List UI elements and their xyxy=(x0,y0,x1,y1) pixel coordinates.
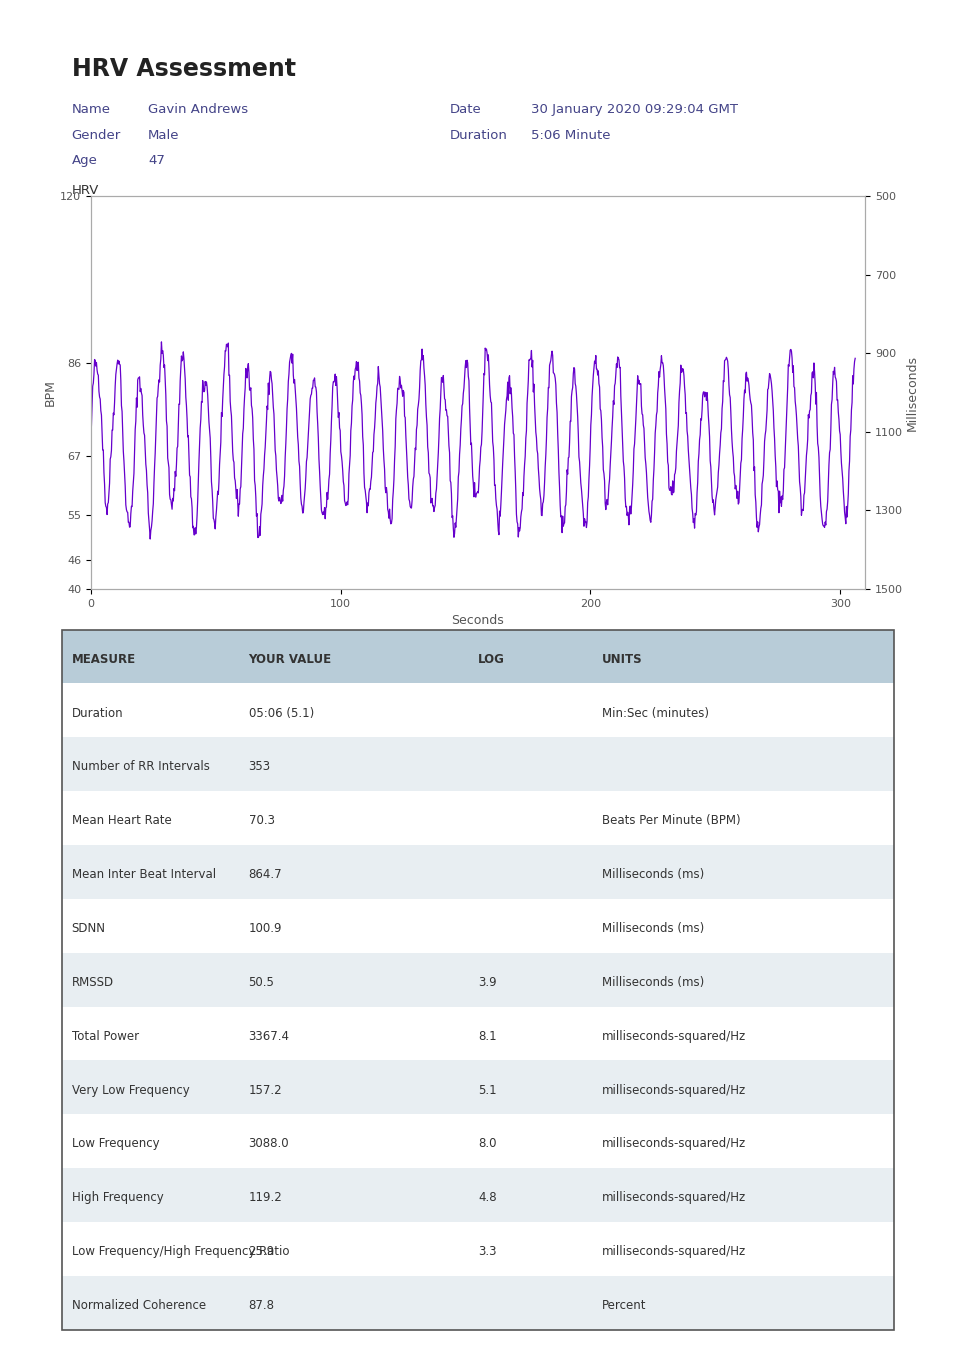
Text: milliseconds-squared/Hz: milliseconds-squared/Hz xyxy=(602,1137,747,1151)
Text: Date: Date xyxy=(449,103,481,116)
Text: milliseconds-squared/Hz: milliseconds-squared/Hz xyxy=(602,1029,747,1043)
Text: YOUR VALUE: YOUR VALUE xyxy=(249,653,332,666)
Text: UNITS: UNITS xyxy=(602,653,642,666)
Text: 100.9: 100.9 xyxy=(249,922,282,936)
Text: Name: Name xyxy=(72,103,111,116)
Text: 30 January 2020 09:29:04 GMT: 30 January 2020 09:29:04 GMT xyxy=(531,103,738,116)
Text: MEASURE: MEASURE xyxy=(72,653,136,666)
Text: 70.3: 70.3 xyxy=(249,814,274,827)
Text: 50.5: 50.5 xyxy=(249,976,274,988)
Text: Low Frequency/High Frequency Ratio: Low Frequency/High Frequency Ratio xyxy=(72,1246,290,1258)
Text: milliseconds-squared/Hz: milliseconds-squared/Hz xyxy=(602,1192,747,1204)
Text: Mean Inter Beat Interval: Mean Inter Beat Interval xyxy=(72,868,216,881)
Text: Total Power: Total Power xyxy=(72,1029,139,1043)
Text: Male: Male xyxy=(148,129,180,142)
Text: 05:06 (5.1): 05:06 (5.1) xyxy=(249,707,314,719)
Text: Very Low Frequency: Very Low Frequency xyxy=(72,1083,189,1097)
Text: RMSSD: RMSSD xyxy=(72,976,114,988)
Y-axis label: Milliseconds: Milliseconds xyxy=(905,355,919,431)
Text: Milliseconds (ms): Milliseconds (ms) xyxy=(602,976,705,988)
X-axis label: Seconds: Seconds xyxy=(451,615,505,627)
Text: Milliseconds (ms): Milliseconds (ms) xyxy=(602,868,705,881)
Text: Milliseconds (ms): Milliseconds (ms) xyxy=(602,922,705,936)
Text: 3.3: 3.3 xyxy=(478,1246,496,1258)
Text: milliseconds-squared/Hz: milliseconds-squared/Hz xyxy=(602,1246,747,1258)
Text: LOG: LOG xyxy=(478,653,505,666)
Text: Beats Per Minute (BPM): Beats Per Minute (BPM) xyxy=(602,814,741,827)
Text: 87.8: 87.8 xyxy=(249,1298,274,1312)
Text: 8.1: 8.1 xyxy=(478,1029,496,1043)
Text: Gender: Gender xyxy=(72,129,121,142)
Text: 864.7: 864.7 xyxy=(249,868,282,881)
Text: Normalized Coherence: Normalized Coherence xyxy=(72,1298,206,1312)
Text: Low Frequency: Low Frequency xyxy=(72,1137,160,1151)
Text: 25.9: 25.9 xyxy=(249,1246,274,1258)
Text: Duration: Duration xyxy=(72,707,123,719)
Text: Min:Sec (minutes): Min:Sec (minutes) xyxy=(602,707,709,719)
Text: Percent: Percent xyxy=(602,1298,647,1312)
Text: 353: 353 xyxy=(249,761,271,773)
Text: Gavin Andrews: Gavin Andrews xyxy=(148,103,249,116)
Text: HRV Assessment: HRV Assessment xyxy=(72,57,295,81)
Text: SDNN: SDNN xyxy=(72,922,106,936)
Text: Duration: Duration xyxy=(449,129,508,142)
Text: milliseconds-squared/Hz: milliseconds-squared/Hz xyxy=(602,1083,747,1097)
Text: HRV: HRV xyxy=(72,184,99,198)
Text: High Frequency: High Frequency xyxy=(72,1192,163,1204)
Text: 3088.0: 3088.0 xyxy=(249,1137,289,1151)
Text: 5.1: 5.1 xyxy=(478,1083,496,1097)
Text: Age: Age xyxy=(72,154,98,168)
Text: 157.2: 157.2 xyxy=(249,1083,282,1097)
Text: 5:06 Minute: 5:06 Minute xyxy=(531,129,610,142)
Text: 47: 47 xyxy=(148,154,165,168)
Text: 3.9: 3.9 xyxy=(478,976,496,988)
Text: Number of RR Intervals: Number of RR Intervals xyxy=(72,761,209,773)
Y-axis label: BPM: BPM xyxy=(44,379,57,406)
Text: 8.0: 8.0 xyxy=(478,1137,496,1151)
Text: 4.8: 4.8 xyxy=(478,1192,496,1204)
Text: 119.2: 119.2 xyxy=(249,1192,282,1204)
Text: 3367.4: 3367.4 xyxy=(249,1029,290,1043)
Text: Mean Heart Rate: Mean Heart Rate xyxy=(72,814,171,827)
